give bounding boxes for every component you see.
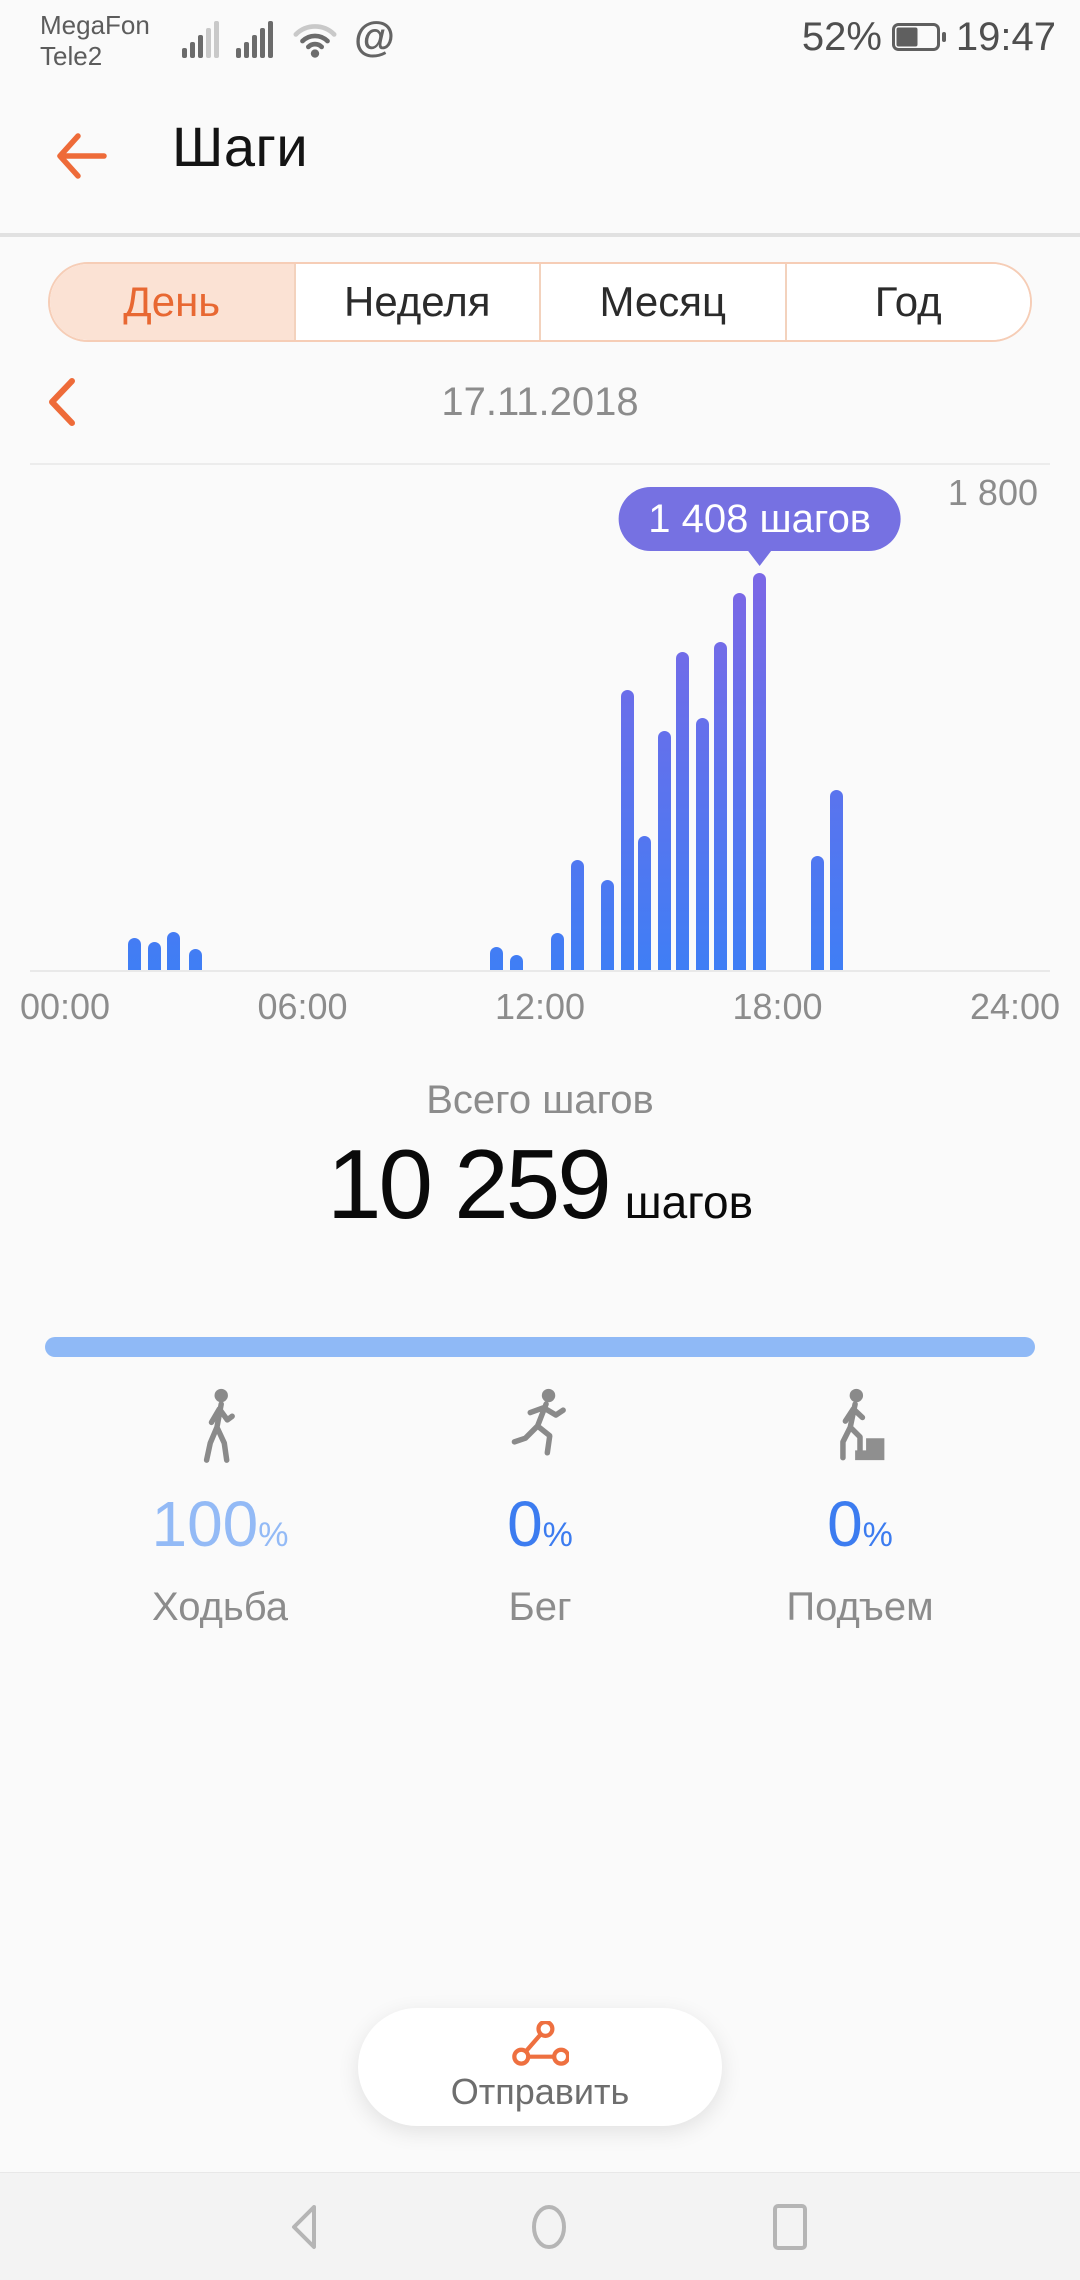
- y-axis-max-label: 1 800: [947, 472, 1038, 513]
- total-steps-label: Всего шагов: [426, 1078, 654, 1122]
- chart-bar[interactable]: [810, 856, 824, 970]
- activity-stats: 100% Ходьба 0% Бег: [60, 1385, 1020, 1630]
- signal-bars-roaming-icon: [182, 21, 219, 58]
- chart-bar[interactable]: [189, 949, 203, 970]
- stat-running: 0% Бег: [380, 1385, 700, 1630]
- chart-bar[interactable]: [676, 652, 689, 970]
- chart-bar[interactable]: [509, 955, 523, 970]
- nav-recents-icon[interactable]: [767, 2201, 813, 2253]
- running-label: Бег: [508, 1585, 572, 1629]
- share-button-label: Отправить: [450, 2071, 630, 2112]
- chart-bar[interactable]: [695, 718, 709, 970]
- stat-walking: 100% Ходьба: [60, 1385, 380, 1630]
- tab-month[interactable]: Месяц: [539, 264, 785, 340]
- chart-bar[interactable]: [600, 880, 614, 970]
- walking-label: Ходьба: [151, 1585, 288, 1629]
- page-title: Шаги: [172, 115, 309, 178]
- tab-year[interactable]: Год: [784, 264, 1030, 340]
- chart-bar[interactable]: [753, 573, 767, 970]
- chart-bar[interactable]: [571, 860, 585, 970]
- header: Шаги: [0, 80, 1080, 233]
- total-steps-value: 10 259: [326, 1129, 612, 1239]
- period-tabs: День Неделя Месяц Год: [48, 262, 1032, 342]
- chart-bar[interactable]: [167, 932, 181, 970]
- running-person-icon: [507, 1385, 573, 1465]
- share-icon: [512, 2021, 569, 2066]
- chart-bar[interactable]: [127, 938, 141, 970]
- bar-tooltip: 1 408 шагов: [618, 487, 902, 552]
- climbing-person-icon: [829, 1385, 891, 1465]
- tab-week[interactable]: Неделя: [293, 264, 539, 340]
- header-divider: [0, 233, 1080, 237]
- chart-bar[interactable]: [147, 942, 161, 970]
- stat-climbing: 0% Подъем: [700, 1385, 1020, 1630]
- back-button[interactable]: [52, 130, 110, 182]
- total-steps-row: 10 259 шагов: [0, 1128, 1080, 1241]
- nav-home-icon[interactable]: [525, 2201, 573, 2253]
- chart-bar[interactable]: [713, 642, 727, 970]
- nav-back-icon[interactable]: [284, 2201, 324, 2253]
- chart-bar[interactable]: [620, 690, 634, 970]
- share-button[interactable]: Отправить: [358, 2008, 722, 2126]
- status-bar: MegaFon Tele2: [0, 0, 1080, 80]
- chart-bar[interactable]: [658, 731, 672, 970]
- climbing-percent: 0%: [827, 1488, 893, 1560]
- tab-day[interactable]: День: [50, 264, 294, 340]
- battery-icon: [891, 23, 946, 51]
- chart-bar[interactable]: [489, 947, 503, 970]
- chart-bar[interactable]: [638, 836, 652, 970]
- walking-progress-bar: [45, 1337, 1035, 1357]
- at-sign-icon: @: [354, 13, 395, 60]
- walking-percent: 100%: [151, 1488, 289, 1560]
- running-percent: 0%: [507, 1488, 573, 1560]
- chart-top-gridline: [30, 463, 1050, 465]
- chart-bar[interactable]: [830, 790, 844, 970]
- battery-percent: 52%: [801, 14, 882, 59]
- climbing-label: Подъем: [786, 1585, 934, 1629]
- x-tick-label: 00:00: [19, 986, 111, 1027]
- chart-bar[interactable]: [551, 933, 565, 970]
- wifi-icon: [293, 24, 337, 58]
- total-steps-unit: шагов: [624, 1176, 754, 1228]
- signal-bars-icon: [236, 21, 273, 58]
- x-tick-label: 18:00: [732, 986, 823, 1027]
- x-tick-label: 12:00: [494, 986, 586, 1027]
- carrier-names: MegaFon Tele2: [40, 10, 150, 72]
- status-right: 52% 19:47: [802, 14, 1056, 60]
- carrier-line2: Tele2: [40, 41, 103, 71]
- chart-bar[interactable]: [733, 593, 747, 970]
- carrier-line1: MegaFon: [40, 10, 150, 40]
- x-tick-label: 24:00: [969, 986, 1061, 1027]
- chevron-left-icon[interactable]: [44, 376, 78, 428]
- android-nav-bar: [0, 2172, 1080, 2280]
- x-tick-label: 06:00: [257, 986, 348, 1027]
- steps-chart: 1 800 00:00 06:00 12:00 18:00 24:00 1 408 ша…: [0, 440, 1080, 1040]
- walking-person-icon: [194, 1385, 246, 1465]
- date-nav: 17.11.2018: [0, 368, 1080, 432]
- chart-baseline: [30, 970, 1050, 972]
- date-label: 17.11.2018: [441, 380, 639, 424]
- status-icons: @: [182, 14, 395, 60]
- clock: 19:47: [955, 14, 1056, 59]
